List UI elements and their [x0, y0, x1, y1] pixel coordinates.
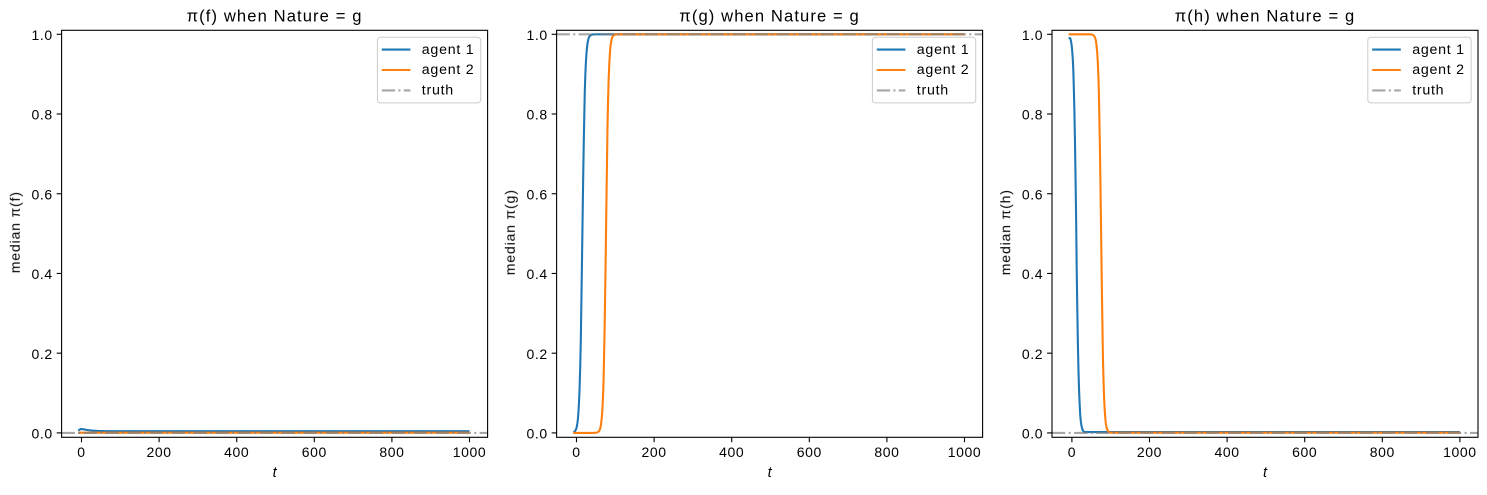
svg-text:median π(h): median π(h): [997, 189, 1013, 275]
svg-text:agent 1: agent 1: [917, 42, 970, 58]
svg-text:0: 0: [1068, 444, 1076, 460]
svg-text:π(f) when Nature = g: π(f) when Nature = g: [187, 7, 363, 26]
svg-text:0.2: 0.2: [1022, 346, 1043, 362]
svg-text:400: 400: [719, 444, 744, 460]
svg-text:agent 2: agent 2: [917, 62, 970, 78]
svg-text:0.0: 0.0: [1022, 426, 1043, 442]
svg-text:0.8: 0.8: [32, 107, 53, 123]
svg-text:t: t: [768, 465, 773, 481]
svg-text:1000: 1000: [1443, 444, 1477, 460]
svg-text:t: t: [273, 465, 278, 481]
svg-text:0.6: 0.6: [1022, 186, 1043, 202]
svg-text:0.4: 0.4: [1022, 266, 1043, 282]
svg-text:800: 800: [379, 444, 404, 460]
svg-text:0.2: 0.2: [32, 346, 53, 362]
svg-text:200: 200: [147, 444, 172, 460]
svg-text:800: 800: [874, 444, 899, 460]
svg-text:200: 200: [1137, 444, 1162, 460]
svg-text:agent 1: agent 1: [1412, 42, 1465, 58]
svg-text:agent 1: agent 1: [422, 42, 475, 58]
svg-text:truth: truth: [1412, 83, 1444, 99]
svg-text:800: 800: [1370, 444, 1395, 460]
svg-text:truth: truth: [422, 83, 454, 99]
svg-text:truth: truth: [917, 83, 949, 99]
svg-text:600: 600: [302, 444, 327, 460]
svg-text:1.0: 1.0: [1022, 27, 1043, 43]
svg-text:median π(g): median π(g): [502, 189, 518, 275]
svg-text:400: 400: [1215, 444, 1240, 460]
svg-text:600: 600: [797, 444, 822, 460]
svg-text:0.4: 0.4: [527, 266, 548, 282]
svg-text:0.4: 0.4: [32, 266, 53, 282]
svg-text:median π(f): median π(f): [7, 191, 23, 273]
svg-text:1.0: 1.0: [32, 27, 53, 43]
svg-text:0: 0: [77, 444, 85, 460]
svg-text:π(g) when Nature = g: π(g) when Nature = g: [679, 7, 860, 26]
svg-text:agent 2: agent 2: [422, 62, 475, 78]
svg-text:0: 0: [572, 444, 580, 460]
svg-text:0.2: 0.2: [527, 346, 548, 362]
svg-text:agent 2: agent 2: [1412, 62, 1465, 78]
svg-text:0.0: 0.0: [32, 426, 53, 442]
svg-text:0.6: 0.6: [527, 186, 548, 202]
svg-text:200: 200: [642, 444, 667, 460]
svg-text:600: 600: [1292, 444, 1317, 460]
svg-text:0.8: 0.8: [1022, 107, 1043, 123]
svg-text:0.0: 0.0: [527, 426, 548, 442]
svg-text:0.8: 0.8: [527, 107, 548, 123]
svg-text:1000: 1000: [453, 444, 487, 460]
svg-text:t: t: [1263, 465, 1268, 481]
svg-text:1.0: 1.0: [527, 27, 548, 43]
svg-text:400: 400: [224, 444, 249, 460]
svg-text:π(h) when Nature = g: π(h) when Nature = g: [1175, 7, 1356, 26]
svg-text:1000: 1000: [948, 444, 982, 460]
svg-text:0.6: 0.6: [32, 186, 53, 202]
